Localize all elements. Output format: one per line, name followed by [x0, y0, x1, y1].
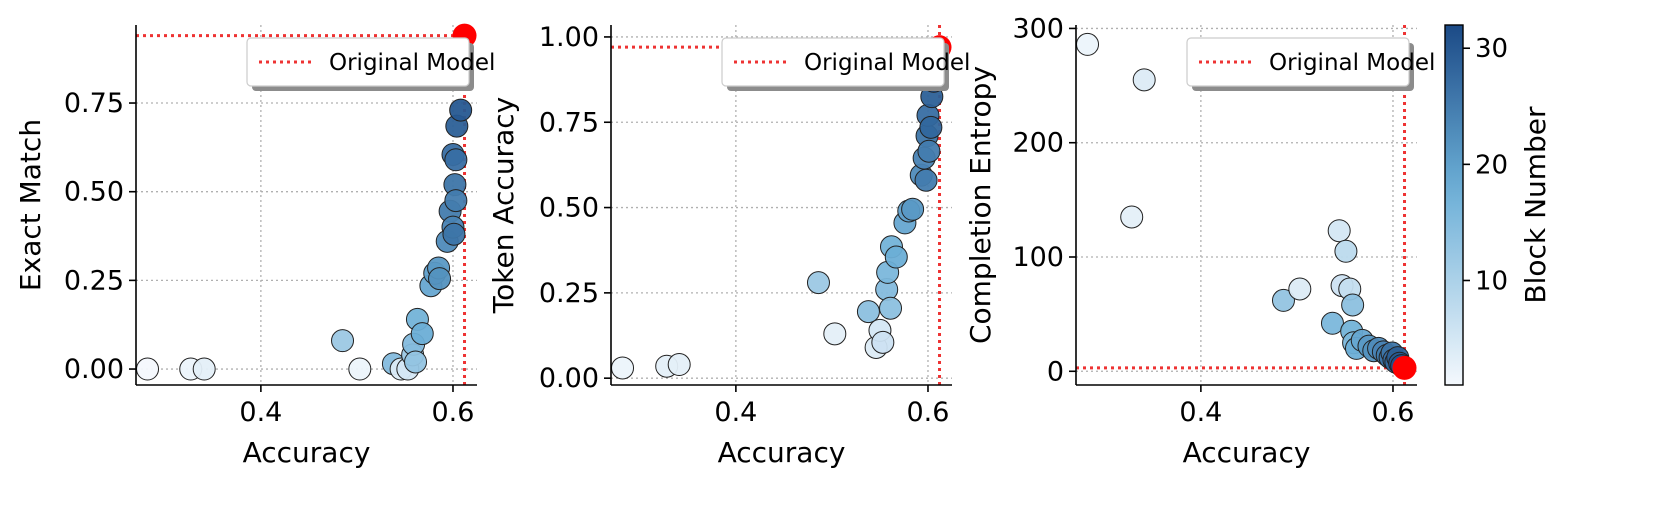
y-tick-label: 200	[1012, 128, 1064, 159]
data-point	[444, 148, 468, 172]
colorbar-bar	[1444, 24, 1464, 386]
data-point	[136, 357, 160, 381]
data-point	[917, 139, 941, 163]
data-point	[1271, 288, 1295, 312]
data-point	[428, 267, 452, 291]
colorbar-label: Block Number	[1519, 106, 1552, 304]
data-point	[410, 322, 434, 346]
y-tick-label: 0.50	[539, 193, 599, 224]
data-point	[871, 330, 895, 354]
data-point	[611, 356, 635, 380]
x-axis-label: Accuracy	[243, 436, 371, 469]
y-axis-label: Token Accuracy	[487, 97, 520, 314]
data-point	[1132, 68, 1156, 92]
y-tick-label: 0.00	[539, 363, 599, 394]
data-point	[919, 115, 943, 139]
data-point	[1334, 239, 1358, 263]
x-tick-label: 0.6	[1372, 397, 1415, 428]
colorbar-tick-label: 10	[1475, 266, 1508, 296]
y-axis-label: Exact Match	[14, 119, 47, 291]
chart-panel-3: Original Model 0.4 0.6 0 100 200 300 Accuracy Co…	[964, 13, 1435, 469]
data-point	[667, 353, 691, 377]
data-point	[879, 296, 903, 320]
original-model-point	[1392, 355, 1417, 380]
data-point	[192, 357, 216, 381]
x-tick-label: 0.4	[239, 397, 282, 428]
data-point	[1327, 219, 1351, 243]
y-tick-label: 1.00	[539, 22, 599, 53]
data-point	[1076, 32, 1100, 56]
y-tick-label: 0.25	[539, 278, 599, 309]
data-point	[1341, 293, 1365, 317]
x-axis-label: Accuracy	[718, 436, 846, 469]
legend-box	[246, 37, 470, 87]
data-point	[331, 329, 355, 353]
x-tick-label: 0.4	[1179, 397, 1222, 428]
data-point	[1320, 311, 1344, 335]
legend-box	[1186, 37, 1410, 87]
y-tick-label: 0.00	[64, 354, 124, 385]
y-tick-label: 0.25	[64, 265, 124, 296]
y-tick-label: 0.75	[539, 107, 599, 138]
data-point	[1288, 277, 1312, 301]
x-tick-label: 0.4	[714, 397, 757, 428]
y-tick-label: 300	[1012, 13, 1064, 44]
chart-panel-1: Original Model 0.4 0.6 0.00 0.25 0.50 0.75 Accu…	[14, 23, 495, 469]
legend-label: Original Model	[329, 50, 495, 76]
y-axis-label: Completion Entropy	[964, 66, 997, 344]
data-point	[901, 197, 925, 221]
data-point	[823, 322, 847, 346]
legend-label: Original Model	[804, 50, 970, 76]
data-point	[806, 271, 830, 295]
x-axis-label: Accuracy	[1183, 436, 1311, 469]
x-tick-label: 0.6	[907, 397, 950, 428]
legend-box	[721, 37, 945, 87]
data-point	[449, 98, 473, 122]
chart-panel-2: Original Model 0.4 0.6 0.00 0.25 0.50 0.75 1.00…	[487, 22, 970, 469]
colorbar-tick-label: 30	[1475, 34, 1508, 64]
data-point	[914, 168, 938, 192]
data-point	[404, 350, 428, 374]
data-point	[1120, 205, 1144, 229]
data-point	[444, 189, 468, 213]
x-tick-label: 0.6	[432, 397, 475, 428]
colorbar-tick-label: 20	[1475, 150, 1508, 180]
y-tick-label: 0	[1047, 356, 1064, 387]
data-point	[442, 222, 466, 246]
y-tick-label: 0.75	[64, 88, 124, 119]
data-point	[348, 357, 372, 381]
data-point	[884, 245, 908, 269]
legend-label: Original Model	[1269, 50, 1435, 76]
y-tick-label: 0.50	[64, 177, 124, 208]
data-point	[856, 300, 880, 324]
y-tick-label: 100	[1012, 242, 1064, 273]
colorbar: 10 20 30 Block Number	[1444, 24, 1552, 386]
